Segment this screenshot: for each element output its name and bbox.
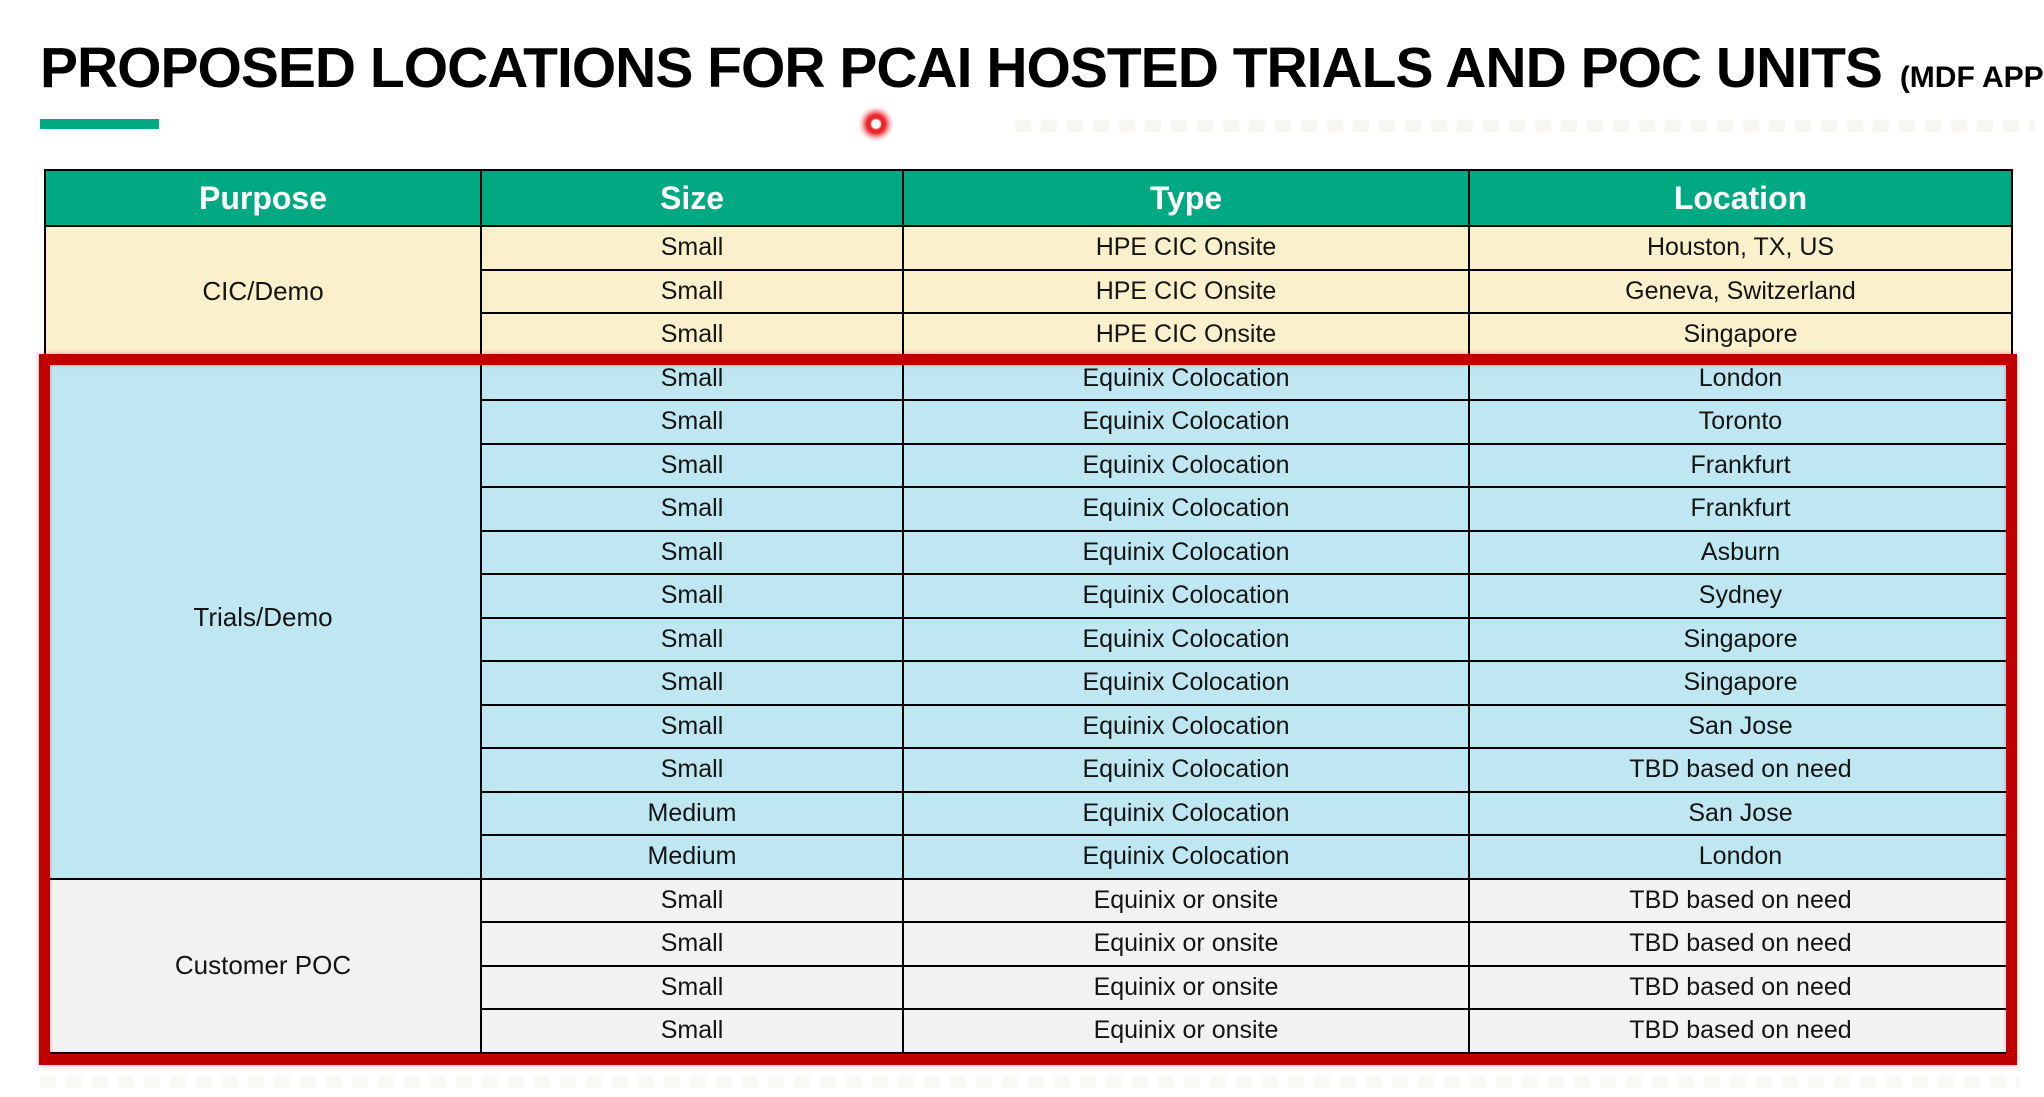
table-row: Small Equinix Colocation Frankfurt — [45, 486, 2013, 532]
location-cell: San Jose — [1468, 790, 2013, 836]
size-cell: Small — [480, 660, 904, 706]
size-cell: Small — [480, 747, 904, 793]
size-cell: Medium — [480, 834, 904, 880]
size-cell: Small — [480, 442, 904, 488]
type-cell: Equinix Colocation — [902, 834, 1470, 880]
purpose-cell: CIC/Demo — [44, 225, 482, 358]
location-cell: Singapore — [1468, 660, 2013, 706]
page-title-main: PROPOSED LOCATIONS FOR PCAI HOSTED TRIAL… — [40, 36, 1883, 100]
type-cell: Equinix or onsite — [902, 877, 1470, 923]
table-row: Small HPE CIC Onsite Geneva, Switzerland — [45, 268, 2013, 314]
table-row: Small Equinix Colocation Asburn — [45, 529, 2013, 575]
table-header-row: Purpose Size Type Location — [44, 169, 2013, 227]
location-cell: TBD based on need — [1468, 1008, 2013, 1054]
type-cell: Equinix Colocation — [902, 442, 1470, 488]
type-cell: Equinix Colocation — [902, 399, 1470, 445]
location-cell: Houston, TX, US — [1468, 225, 2013, 271]
location-cell: TBD based on need — [1468, 964, 2013, 1010]
table-row: Small Equinix Colocation San Jose — [45, 703, 2013, 749]
size-cell: Small — [480, 616, 904, 662]
table-row: Small Equinix Colocation Singapore — [45, 616, 2013, 662]
table-row: Small HPE CIC Onsite Singapore — [45, 312, 2013, 358]
table-row: Medium Equinix Colocation San Jose — [45, 790, 2013, 836]
location-cell: Asburn — [1468, 529, 2013, 575]
table-row: Small Equinix or onsite TBD based on need — [45, 1008, 2013, 1054]
type-cell: Equinix or onsite — [902, 964, 1470, 1010]
type-cell: Equinix or onsite — [902, 921, 1470, 967]
watermark-strip-bottom — [40, 1076, 2020, 1088]
type-cell: HPE CIC Onsite — [902, 225, 1470, 271]
location-cell: London — [1468, 834, 2013, 880]
size-cell: Small — [480, 877, 904, 923]
type-cell: Equinix Colocation — [902, 660, 1470, 706]
location-cell: Singapore — [1468, 312, 2013, 358]
size-cell: Small — [480, 225, 904, 271]
column-header-size: Size — [480, 169, 904, 227]
table-row: Trials/Demo Small Equinix Colocation London — [44, 355, 2013, 880]
table-row: Medium Equinix Colocation London — [45, 834, 2013, 880]
size-cell: Small — [480, 486, 904, 532]
size-cell: Medium — [480, 790, 904, 836]
table-row: Small Equinix or onsite TBD based on need — [45, 921, 2013, 967]
column-header-purpose: Purpose — [44, 169, 482, 227]
page-title-suffix: (MDF APPROVED) — [1899, 61, 2044, 94]
table-row: CIC/Demo Small HPE CIC Onsite Houston, TX, … — [44, 225, 2013, 358]
size-cell: Small — [480, 1008, 904, 1054]
location-cell: Frankfurt — [1468, 442, 2013, 488]
size-cell: Small — [480, 355, 904, 401]
type-cell: HPE CIC Onsite — [902, 268, 1470, 314]
page-title: PROPOSED LOCATIONS FOR PCAI HOSTED TRIAL… — [40, 40, 2044, 97]
size-cell: Small — [480, 921, 904, 967]
size-cell: Small — [480, 529, 904, 575]
location-cell: TBD based on need — [1468, 747, 2013, 793]
location-cell: Singapore — [1468, 616, 2013, 662]
table-row: Customer POC Small Equinix or onsite TBD ba… — [44, 877, 2013, 1054]
location-cell: TBD based on need — [1468, 921, 2013, 967]
location-cell: TBD based on need — [1468, 877, 2013, 923]
size-cell: Small — [480, 399, 904, 445]
size-cell: Small — [480, 573, 904, 619]
purpose-cell: Trials/Demo — [44, 355, 482, 880]
title-underline-accent — [40, 119, 159, 129]
table-row: Small Equinix or onsite TBD based on need — [45, 964, 2013, 1010]
type-cell: Equinix Colocation — [902, 616, 1470, 662]
type-cell: Equinix Colocation — [902, 747, 1470, 793]
laser-pointer-icon — [858, 106, 894, 142]
location-cell: Sydney — [1468, 573, 2013, 619]
type-cell: Equinix Colocation — [902, 703, 1470, 749]
location-cell: London — [1468, 355, 2013, 401]
type-cell: Equinix Colocation — [902, 486, 1470, 532]
table-row: Small Equinix Colocation Singapore — [45, 660, 2013, 706]
location-cell: Toronto — [1468, 399, 2013, 445]
table-row: Small Equinix Colocation TBD based on need — [45, 747, 2013, 793]
size-cell: Small — [480, 964, 904, 1010]
table-row: Small Equinix Colocation Toronto — [45, 399, 2013, 445]
proposed-locations-table: Purpose Size Type Location CIC/Demo Small… — [44, 169, 2013, 1054]
type-cell: Equinix Colocation — [902, 573, 1470, 619]
purpose-cell: Customer POC — [44, 877, 482, 1054]
size-cell: Small — [480, 268, 904, 314]
size-cell: Small — [480, 703, 904, 749]
location-cell: San Jose — [1468, 703, 2013, 749]
column-header-location: Location — [1468, 169, 2013, 227]
type-cell: Equinix or onsite — [902, 1008, 1470, 1054]
column-header-type: Type — [902, 169, 1470, 227]
size-cell: Small — [480, 312, 904, 358]
table-row: Small Equinix Colocation Frankfurt — [45, 442, 2013, 488]
type-cell: Equinix Colocation — [902, 790, 1470, 836]
type-cell: Equinix Colocation — [902, 529, 1470, 575]
location-cell: Frankfurt — [1468, 486, 2013, 532]
type-cell: HPE CIC Onsite — [902, 312, 1470, 358]
table-row: Small Equinix Colocation Sydney — [45, 573, 2013, 619]
type-cell: Equinix Colocation — [902, 355, 1470, 401]
watermark-strip-top — [1015, 120, 2035, 132]
location-cell: Geneva, Switzerland — [1468, 268, 2013, 314]
